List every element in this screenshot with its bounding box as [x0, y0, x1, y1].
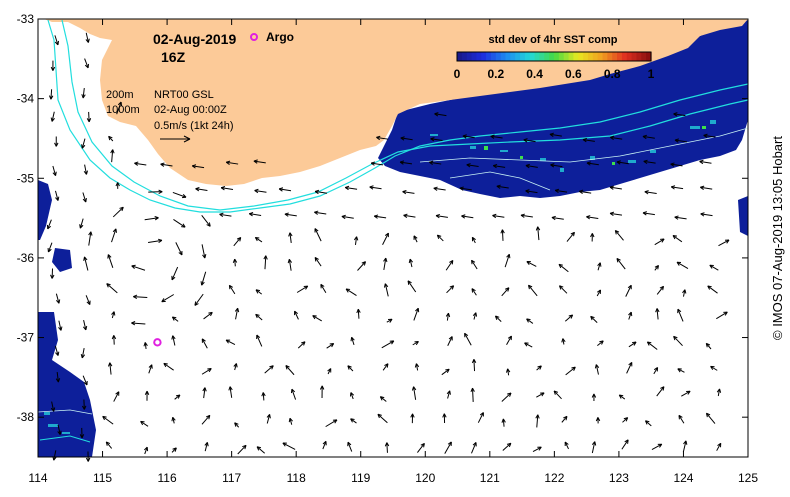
- lon-tick-label: 118: [287, 471, 306, 485]
- colorbar-cell: [544, 52, 549, 61]
- colorbar-cell: [457, 52, 462, 61]
- colorbar-cell: [564, 52, 569, 61]
- colorbar-cell: [472, 52, 477, 61]
- colorbar-tick-label: 0.8: [604, 67, 621, 81]
- colorbar-cell: [520, 52, 525, 61]
- lon-tick-label: 124: [673, 471, 693, 485]
- contour-1000-label: 1000m: [106, 104, 140, 116]
- lon-tick-label: 117: [222, 471, 241, 485]
- colorbar-cell: [539, 52, 544, 61]
- colorbar-cell: [515, 52, 520, 61]
- colorbar-tick-label: 0.2: [487, 67, 504, 81]
- colorbar-cell: [510, 52, 515, 61]
- colorbar-cell: [622, 52, 627, 61]
- colorbar-cell: [583, 52, 588, 61]
- colorbar-cell: [559, 52, 564, 61]
- lat-tick-label: -34: [17, 92, 35, 106]
- lon-tick-label: 120: [415, 471, 435, 485]
- map-date: 02-Aug-2019: [153, 31, 236, 47]
- lat-tick-label: -38: [17, 410, 35, 424]
- colorbar-cell: [462, 52, 467, 61]
- colorbar-cell: [467, 52, 472, 61]
- argo-legend-label: Argo: [266, 30, 294, 44]
- lon-tick-label: 121: [480, 471, 500, 485]
- colorbar-cell: [598, 52, 603, 61]
- colorbar-cell: [588, 52, 593, 61]
- colorbar-cell: [617, 52, 622, 61]
- colorbar-gradient: [457, 52, 652, 61]
- contour-200-label: 200m: [106, 89, 134, 101]
- colorbar-cell: [476, 52, 481, 61]
- map-time: 16Z: [161, 49, 186, 65]
- colorbar-cell: [632, 52, 637, 61]
- lat-tick-label: -33: [17, 12, 35, 26]
- lat-tick-label: -36: [17, 251, 35, 265]
- colorbar-cell: [603, 52, 608, 61]
- lon-tick-label: 119: [351, 471, 370, 485]
- colorbar-cell: [506, 52, 511, 61]
- colorbar-cell: [636, 52, 641, 61]
- colorbar-cell: [593, 52, 598, 61]
- colorbar-cell: [481, 52, 486, 61]
- colorbar-cell: [525, 52, 530, 61]
- colorbar-cell: [554, 52, 559, 61]
- colorbar-cell: [578, 52, 583, 61]
- lat-tick-label: -37: [17, 331, 35, 345]
- colorbar-cell: [530, 52, 535, 61]
- colorbar-tick-label: 1: [648, 67, 655, 81]
- lon-tick-label: 125: [738, 471, 758, 485]
- colorbar-cell: [491, 52, 496, 61]
- colorbar-cell: [486, 52, 491, 61]
- colorbar-cell: [612, 52, 617, 61]
- product-label: NRT00 GSL: [154, 89, 214, 101]
- copyright-text: © IMOS 07-Aug-2019 13:05 Hobart: [770, 136, 785, 340]
- colorbar-cell: [496, 52, 501, 61]
- lat-tick-label: -35: [17, 171, 35, 185]
- colorbar-cell: [607, 52, 612, 61]
- scale-label: 0.5m/s (1kt 24h): [154, 120, 233, 132]
- colorbar-cell: [627, 52, 632, 61]
- colorbar-cell: [641, 52, 646, 61]
- colorbar-title: std dev of 4hr SST comp: [489, 34, 618, 46]
- colorbar-cell: [569, 52, 574, 61]
- lon-tick-label: 115: [93, 471, 112, 485]
- lon-tick-label: 122: [544, 471, 564, 485]
- colorbar-tick-label: 0: [454, 67, 461, 81]
- lon-tick-label: 114: [28, 471, 47, 485]
- colorbar-cell: [501, 52, 506, 61]
- product-date: 02-Aug 00:00Z: [154, 104, 227, 116]
- colorbar-cell: [535, 52, 540, 61]
- lon-tick-label: 116: [158, 471, 177, 485]
- colorbar-tick-label: 0.6: [565, 67, 582, 81]
- lon-tick-label: 123: [609, 471, 629, 485]
- colorbar-cell: [573, 52, 578, 61]
- colorbar-cell: [549, 52, 554, 61]
- colorbar-tick-label: 0.4: [526, 67, 543, 81]
